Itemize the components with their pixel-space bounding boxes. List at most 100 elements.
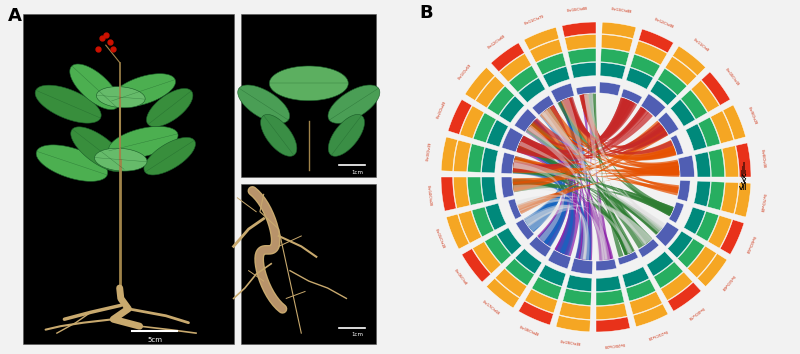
Polygon shape <box>524 27 559 50</box>
Polygon shape <box>441 137 458 171</box>
Polygon shape <box>486 203 506 230</box>
Polygon shape <box>519 138 562 232</box>
Polygon shape <box>514 160 674 216</box>
Polygon shape <box>661 272 693 301</box>
Polygon shape <box>238 85 290 123</box>
Polygon shape <box>518 142 679 175</box>
Polygon shape <box>144 137 195 175</box>
Polygon shape <box>518 143 561 229</box>
Polygon shape <box>566 275 592 291</box>
Polygon shape <box>525 124 562 228</box>
Polygon shape <box>601 48 630 65</box>
Polygon shape <box>261 114 297 156</box>
Polygon shape <box>533 98 632 145</box>
Polygon shape <box>684 207 706 234</box>
Polygon shape <box>513 161 672 215</box>
Polygon shape <box>526 125 610 260</box>
Polygon shape <box>514 99 634 167</box>
Polygon shape <box>579 95 590 260</box>
Polygon shape <box>654 262 683 288</box>
Polygon shape <box>454 177 470 209</box>
Polygon shape <box>518 301 554 325</box>
Polygon shape <box>502 177 514 198</box>
Polygon shape <box>562 289 591 306</box>
Polygon shape <box>70 127 126 172</box>
Polygon shape <box>565 98 674 156</box>
Polygon shape <box>519 122 662 157</box>
Polygon shape <box>547 105 585 259</box>
Polygon shape <box>328 114 365 156</box>
Polygon shape <box>584 94 662 231</box>
Polygon shape <box>542 108 632 254</box>
Polygon shape <box>518 144 662 235</box>
Polygon shape <box>514 156 566 247</box>
Polygon shape <box>720 219 744 255</box>
Polygon shape <box>513 169 679 184</box>
Polygon shape <box>540 110 665 228</box>
Polygon shape <box>528 125 627 255</box>
Polygon shape <box>736 143 751 177</box>
Polygon shape <box>505 258 534 286</box>
Text: 5cm: 5cm <box>147 337 162 343</box>
Polygon shape <box>111 74 175 107</box>
Polygon shape <box>538 100 575 242</box>
Polygon shape <box>571 63 596 78</box>
Polygon shape <box>524 100 574 223</box>
Polygon shape <box>538 265 566 286</box>
Polygon shape <box>270 66 348 101</box>
Polygon shape <box>686 124 706 151</box>
Text: I: I <box>742 162 745 167</box>
Polygon shape <box>519 101 638 154</box>
Polygon shape <box>579 94 678 165</box>
Polygon shape <box>575 94 593 259</box>
Polygon shape <box>562 97 591 260</box>
Polygon shape <box>482 147 498 173</box>
Polygon shape <box>514 157 679 172</box>
Polygon shape <box>515 249 542 274</box>
Polygon shape <box>473 242 501 274</box>
Polygon shape <box>491 43 524 72</box>
Polygon shape <box>702 72 730 105</box>
Polygon shape <box>475 76 505 108</box>
Polygon shape <box>472 207 494 237</box>
Polygon shape <box>580 95 631 138</box>
Polygon shape <box>448 99 472 135</box>
Polygon shape <box>513 167 662 234</box>
Polygon shape <box>519 128 668 214</box>
Polygon shape <box>678 155 694 177</box>
Polygon shape <box>525 289 558 313</box>
Text: Chr2/Chr49: Chr2/Chr49 <box>436 100 447 119</box>
Polygon shape <box>509 66 538 92</box>
Polygon shape <box>508 199 522 219</box>
Polygon shape <box>709 149 725 177</box>
Polygon shape <box>571 258 593 274</box>
Polygon shape <box>565 34 596 51</box>
Polygon shape <box>518 166 679 213</box>
Polygon shape <box>630 54 660 77</box>
Polygon shape <box>527 123 576 255</box>
Polygon shape <box>586 94 611 260</box>
Polygon shape <box>516 195 652 245</box>
Polygon shape <box>522 107 645 152</box>
Text: VI: VI <box>741 182 747 187</box>
Polygon shape <box>518 144 612 259</box>
Polygon shape <box>536 53 566 75</box>
Polygon shape <box>596 290 624 306</box>
Polygon shape <box>467 177 483 205</box>
Polygon shape <box>540 112 679 175</box>
Polygon shape <box>698 253 727 287</box>
Text: 1cm: 1cm <box>351 170 363 175</box>
Polygon shape <box>542 107 571 245</box>
Polygon shape <box>502 128 523 152</box>
Text: VII: VII <box>739 186 748 191</box>
Polygon shape <box>513 108 646 172</box>
Polygon shape <box>641 94 666 118</box>
Polygon shape <box>562 98 588 260</box>
Polygon shape <box>626 68 654 89</box>
Polygon shape <box>602 22 636 39</box>
Text: Chr8/Chr38: Chr8/Chr38 <box>760 149 766 168</box>
Polygon shape <box>528 121 583 259</box>
Polygon shape <box>596 259 617 270</box>
Polygon shape <box>544 110 677 161</box>
Polygon shape <box>486 278 519 308</box>
